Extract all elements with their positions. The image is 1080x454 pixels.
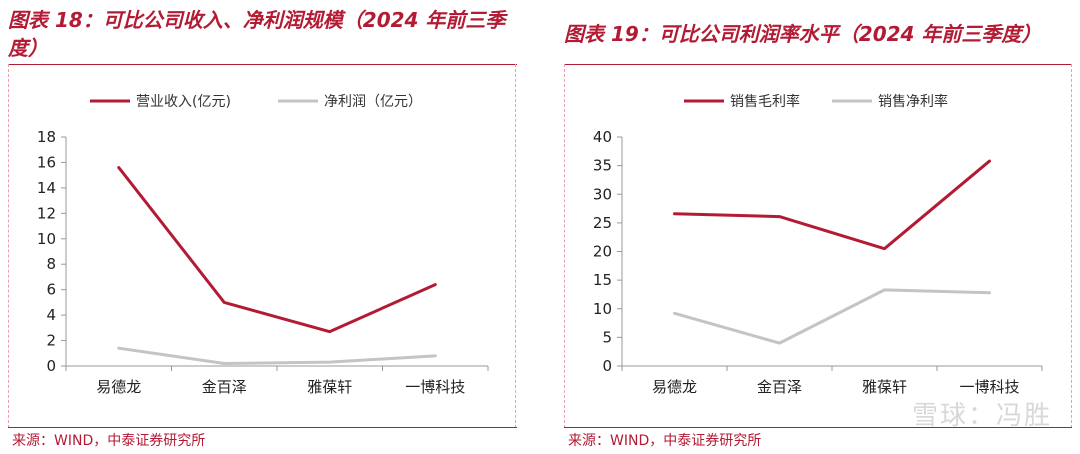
left-panel: 图表 18：可比公司收入、净利润规模（2024 年前三季度） 0 2 4 6 8 10 12… bbox=[8, 0, 517, 454]
y-tick-label: 2 bbox=[46, 332, 56, 350]
x-tick-label: 易德龙 bbox=[96, 378, 141, 396]
y-tick-label: 10 bbox=[593, 300, 612, 318]
series-line-1 bbox=[117, 166, 437, 334]
y-tick-label: 4 bbox=[46, 306, 56, 324]
right-panel: 图表 19：可比公司利润率水平（2024 年前三季度） 0 5 10 15 20 25 30… bbox=[564, 0, 1072, 454]
watermark: 雪球：冯胜 bbox=[911, 401, 1052, 431]
legend-label-2: 销售净利率 bbox=[878, 93, 948, 110]
y-tick-label: 0 bbox=[602, 357, 612, 375]
legend-label-1: 营业收入(亿元) bbox=[136, 94, 231, 110]
y-tick-label: 30 bbox=[593, 185, 612, 203]
legend-label-2: 净利润（亿元） bbox=[324, 94, 422, 110]
y-tick-label: 25 bbox=[593, 214, 612, 232]
x-tick-label: 金百泽 bbox=[757, 378, 802, 396]
chart-title-right: 图表 19：可比公司利润率水平（2024 年前三季度） bbox=[564, 22, 1042, 46]
source-rule-right bbox=[564, 427, 1072, 428]
x-tick-label: 易德龙 bbox=[652, 378, 697, 396]
y-tick-label: 40 bbox=[593, 128, 612, 146]
chart-title-left: 图表 18：可比公司收入、净利润规模（2024 年前三季度） bbox=[8, 8, 506, 60]
y-tick-label: 14 bbox=[37, 179, 56, 197]
y-tick-label: 35 bbox=[593, 157, 612, 175]
x-tick-label: 金百泽 bbox=[202, 378, 247, 396]
source-rule-left bbox=[8, 427, 517, 428]
frame-right-left-edge bbox=[564, 64, 565, 428]
chart-right-svg: 0 5 10 15 20 25 30 35 40 易德龙 金百泽 雅葆轩 一博科技 销售毛利率 销售净利率 bbox=[593, 93, 1043, 396]
x-tick-label: 一博科技 bbox=[405, 378, 465, 396]
y-tick-label: 15 bbox=[593, 271, 612, 289]
y-tick-label: 0 bbox=[46, 357, 56, 375]
legend-label-1: 销售毛利率 bbox=[730, 93, 800, 110]
x-tick-label: 一博科技 bbox=[959, 378, 1019, 396]
series-line-1 bbox=[673, 159, 991, 251]
y-tick-label: 18 bbox=[37, 128, 56, 146]
y-tick-label: 20 bbox=[593, 243, 612, 261]
y-tick-label: 8 bbox=[46, 255, 56, 273]
series-line-2 bbox=[117, 346, 437, 365]
series-line-2 bbox=[673, 288, 991, 345]
frame-right-right-edge bbox=[1071, 64, 1072, 428]
frame-left-edge bbox=[8, 64, 9, 428]
title-rule-left bbox=[8, 64, 517, 65]
source-note-left: 来源：WIND，中泰证券研究所 bbox=[12, 433, 206, 449]
y-tick-label: 5 bbox=[602, 328, 612, 346]
frame-left-right-edge bbox=[515, 64, 516, 428]
x-tick-label: 雅葆轩 bbox=[307, 378, 352, 396]
title-rule-right bbox=[564, 64, 1072, 65]
chart-left-svg: 0 2 4 6 8 10 12 14 16 18 易德龙 金百泽 雅葆轩 一博科技 营业收入(亿元) 净利润（… bbox=[37, 94, 489, 396]
source-note-right: 来源：WIND，中泰证券研究所 bbox=[568, 433, 762, 449]
y-tick-label: 10 bbox=[37, 230, 56, 248]
y-tick-label: 12 bbox=[37, 204, 56, 222]
y-tick-label: 16 bbox=[37, 153, 56, 171]
x-tick-label: 雅葆轩 bbox=[862, 378, 907, 396]
y-tick-label: 6 bbox=[46, 281, 56, 299]
